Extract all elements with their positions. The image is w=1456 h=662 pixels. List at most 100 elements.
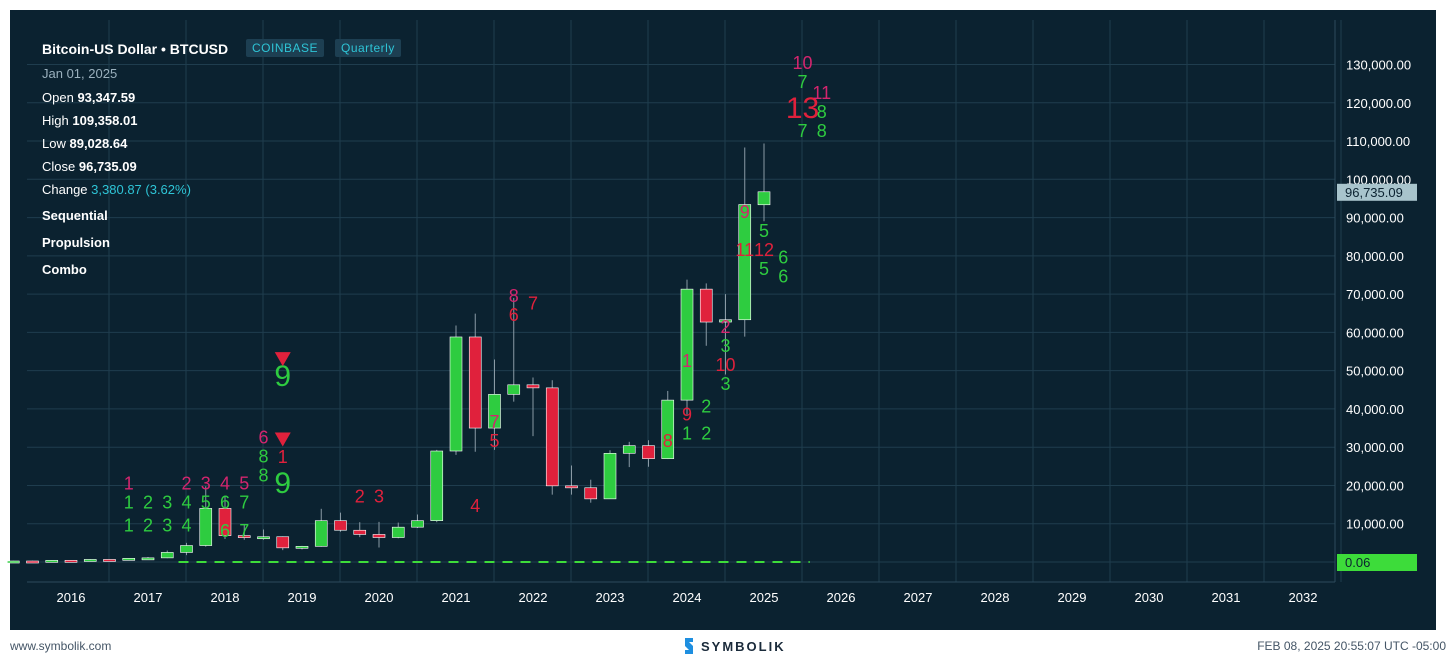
candle-body[interactable] [141, 557, 155, 561]
footer-brand-name: SYMBOLIK [701, 638, 786, 654]
footer: www.symbolik.com SYMBOLIK FEB 08, 2025 2… [0, 630, 1456, 662]
x-tick-label: 2028 [981, 590, 1010, 605]
td-count-label: 8 [817, 102, 827, 122]
candle-body[interactable] [757, 191, 771, 206]
close-readout: Close 96,735.09 [42, 159, 137, 174]
candle-body[interactable] [603, 453, 617, 500]
y-tick-label: 70,000.00 [1346, 287, 1404, 302]
td-count-label: 8 [817, 121, 827, 141]
td-count-label: 8 [663, 431, 673, 451]
candle-body[interactable] [295, 546, 309, 549]
candle-body[interactable] [488, 394, 501, 429]
x-tick-label: 2021 [442, 590, 471, 605]
open-label: Open [42, 90, 74, 105]
footer-website[interactable]: www.symbolik.com [10, 639, 112, 653]
candle-body[interactable] [565, 485, 578, 489]
td-count-label: 9 [740, 202, 750, 222]
td-count-label: 2 [701, 397, 711, 417]
x-tick-label: 2020 [365, 590, 394, 605]
td-count-label: 3 [201, 473, 211, 493]
low-label: Low [42, 136, 66, 151]
last-price-label: 96,735.09 [1345, 185, 1403, 200]
candle-body[interactable] [180, 545, 193, 553]
close-value: 96,735.09 [78, 159, 137, 174]
td-count-label: 13 [786, 92, 819, 125]
candle-body[interactable] [430, 450, 444, 521]
indicator-sequential[interactable]: Sequential [42, 208, 108, 223]
candle-body[interactable] [64, 560, 78, 563]
candle-body[interactable] [584, 487, 598, 500]
period-badge[interactable]: Quarterly [335, 39, 401, 57]
td-count-label: 5 [239, 473, 249, 493]
open-readout: Open 93,347.59 [42, 90, 135, 105]
candle-body[interactable] [45, 560, 59, 563]
y-tick-label: 130,000.00 [1346, 57, 1411, 72]
td-count-label: 11 [812, 83, 831, 103]
candle-body[interactable] [468, 336, 482, 429]
candle-body[interactable] [738, 204, 752, 321]
candle-body[interactable] [699, 288, 713, 323]
open-value: 93,347.59 [77, 90, 136, 105]
candle-body[interactable] [6, 560, 20, 564]
instrument-title: Bitcoin-US Dollar • BTCUSD [42, 41, 229, 57]
candle-body[interactable] [276, 536, 290, 549]
candle-body[interactable] [237, 535, 251, 538]
candle-body[interactable] [622, 445, 636, 454]
y-tick-label: 10,000.00 [1346, 517, 1404, 532]
td-count-label: 7 [797, 72, 807, 92]
td-count-label: 6 [778, 267, 788, 287]
td-count-label: 6 [220, 492, 230, 512]
y-tick-label: 80,000.00 [1346, 249, 1404, 264]
x-tick-label: 2023 [596, 590, 625, 605]
candle-body[interactable] [257, 536, 270, 540]
x-tick-label: 2029 [1058, 590, 1087, 605]
bar-date: Jan 01, 2025 [42, 66, 118, 81]
td-count-label: 2 [181, 473, 191, 493]
td-count-label: 7 [797, 121, 807, 141]
candle-body[interactable] [122, 558, 136, 561]
td-count-label: 1 [124, 492, 134, 512]
y-tick-label: 100,000.00 [1346, 172, 1411, 187]
candle-body[interactable] [391, 526, 405, 538]
candle-body[interactable] [526, 384, 540, 389]
td-count-label: 2 [143, 515, 153, 535]
x-tick-label: 2018 [211, 590, 240, 605]
high-label: High [42, 113, 69, 128]
td-count-label: 12 [754, 240, 774, 260]
candle-body[interactable] [26, 560, 39, 564]
candle-body[interactable] [642, 445, 655, 459]
y-tick-label: 50,000.00 [1346, 364, 1404, 379]
candle-body[interactable] [160, 552, 174, 559]
candle-body[interactable] [353, 529, 367, 535]
candle-body[interactable] [545, 387, 559, 487]
x-tick-label: 2024 [673, 590, 702, 605]
y-tick-label: 110,000.00 [1346, 134, 1410, 149]
change-value: 3,380.87 (3.62%) [91, 182, 191, 197]
td-count-label: 5 [759, 259, 769, 279]
close-label: Close [42, 159, 76, 174]
candle-body[interactable] [719, 319, 732, 323]
candle-body[interactable] [199, 508, 213, 546]
candle-body[interactable] [103, 559, 116, 562]
td-count-label: 4 [181, 492, 191, 512]
candle-body[interactable] [507, 384, 521, 395]
indicator-combo[interactable]: Combo [42, 262, 87, 277]
candle-body[interactable] [83, 559, 97, 562]
candle-body[interactable] [334, 520, 347, 531]
candle-body[interactable] [661, 399, 675, 459]
candlestick-chart[interactable]: 10,000.00 20,000.00 30,000.00 40,000.00 50,0… [0, 0, 1456, 630]
x-tick-label: 2030 [1135, 590, 1164, 605]
candle-body[interactable] [449, 336, 463, 452]
candle-body[interactable] [411, 520, 424, 528]
td-count-label: 9 [274, 360, 291, 393]
td-count-label: 3 [720, 374, 730, 394]
td-count-label: 4 [740, 259, 750, 279]
x-tick-label: 2025 [750, 590, 779, 605]
candle-body[interactable] [218, 508, 232, 536]
td-count-label: 2 [701, 424, 711, 444]
candle-body[interactable] [372, 534, 386, 538]
indicator-propulsion[interactable]: Propulsion [42, 235, 110, 250]
candle-body[interactable] [680, 288, 694, 401]
td-count-label: 5 [201, 515, 211, 535]
candle-body[interactable] [314, 520, 328, 547]
